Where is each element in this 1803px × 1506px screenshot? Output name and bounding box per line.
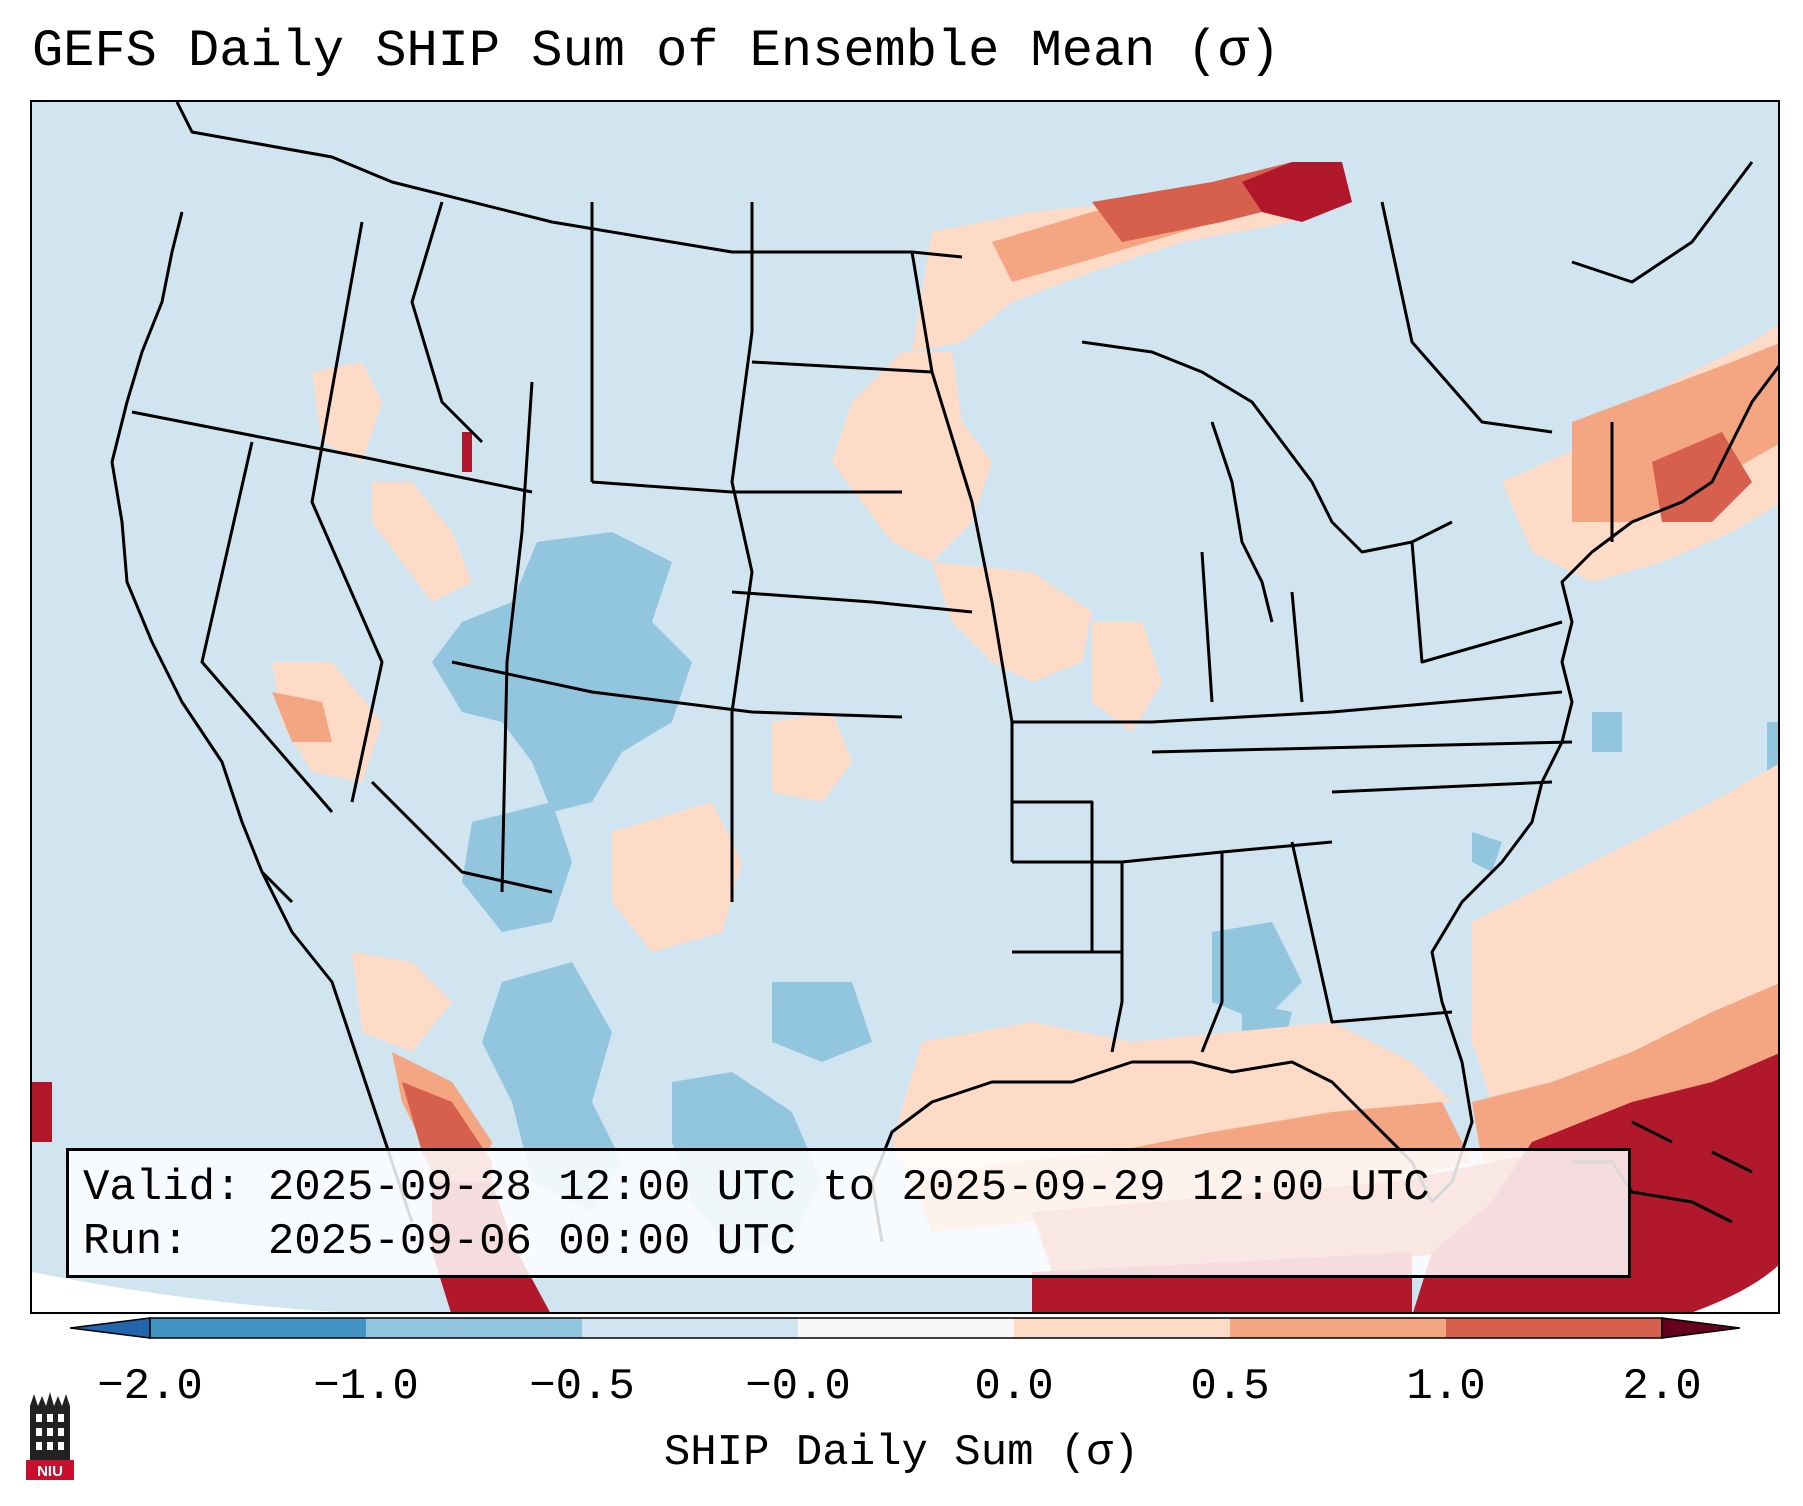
state-line <box>910 251 1014 862</box>
state-line <box>731 590 973 614</box>
colorbar-segment <box>150 1318 366 1338</box>
colorbar-segment <box>1230 1318 1446 1338</box>
canada-east-line <box>1380 201 1553 434</box>
map-svg <box>32 102 1778 1312</box>
state-line <box>1290 591 1304 703</box>
colorbar-tick-label: −0.0 <box>745 1362 851 1412</box>
colorbar-label: SHIP Daily Sum (σ) <box>663 1428 1140 1478</box>
colorbar-tick-label: −2.0 <box>97 1362 203 1412</box>
out-of-domain-area <box>1693 1265 1778 1312</box>
negative-anomaly-areas <box>432 532 1778 1302</box>
colorbar-tick-label: 0.5 <box>1190 1362 1270 1412</box>
state-line <box>370 780 553 894</box>
us-canada-border <box>175 102 963 259</box>
colorbar-tick-label: −1.0 <box>313 1362 419 1412</box>
colorbar-segment <box>1014 1318 1230 1338</box>
colorbar-extend-high <box>1661 1317 1740 1339</box>
colorbar-extend-low <box>70 1317 151 1339</box>
chart-title: GEFS Daily SHIP Sum of Ensemble Mean (σ) <box>32 22 1281 81</box>
state-line <box>200 441 334 813</box>
state-line <box>1151 740 1573 754</box>
bahamas-outline <box>1631 1120 1673 1144</box>
pacific-coastline <box>110 211 294 904</box>
state-line <box>1012 690 1563 724</box>
state-line <box>591 480 902 494</box>
colorbar-segment <box>1446 1318 1662 1338</box>
bahamas-outline <box>1711 1150 1753 1174</box>
state-line <box>1200 551 1214 703</box>
lake-michigan-outline <box>1210 421 1274 623</box>
state-line <box>751 360 933 374</box>
colorbar <box>70 1317 1740 1339</box>
colorbar-segment <box>798 1318 1014 1338</box>
map-panel <box>30 100 1780 1314</box>
state-line <box>1012 840 1333 864</box>
state-line <box>310 221 384 803</box>
colorbar-tick-label: 2.0 <box>1622 1362 1702 1412</box>
out-of-domain-area <box>32 1272 336 1312</box>
niu-logo-banner <box>26 1460 74 1480</box>
atlantic-coastline <box>1430 364 1778 1063</box>
colorbar-ticks: −2.0 −1.0 −0.5 −0.0 0.0 0.5 1.0 2.0 <box>0 1362 1803 1422</box>
colorbar-segment <box>366 1318 582 1338</box>
state-line <box>1410 541 1563 664</box>
state-line <box>1290 841 1453 1024</box>
valid-time-text: Valid: 2025-09-28 12:00 UTC to 2025-09-2… <box>83 1163 1430 1213</box>
state-line <box>1110 862 1124 1053</box>
state-line <box>451 660 903 719</box>
state-line <box>500 381 534 893</box>
run-time-text: Run: 2025-09-06 00:00 UTC <box>83 1217 796 1267</box>
state-line <box>730 202 754 902</box>
state-line <box>1200 852 1224 1053</box>
boundary-lines <box>110 102 1778 1243</box>
colorbar-tick-label: 1.0 <box>1406 1362 1486 1412</box>
colorbar-outline <box>149 1317 1663 1339</box>
colorbar-tick-label: −0.5 <box>529 1362 635 1412</box>
state-line <box>1331 780 1553 794</box>
state-line <box>131 410 533 494</box>
colorbar-tick-label: 0.0 <box>974 1362 1054 1412</box>
niu-logo-text: NIU <box>37 1463 63 1480</box>
niu-logo: NIU <box>26 1392 74 1480</box>
state-line <box>1012 800 1094 952</box>
great-lakes-outline <box>1081 340 1453 554</box>
colorbar-segment <box>582 1318 798 1338</box>
canada-east-line <box>1571 161 1754 284</box>
state-line <box>410 201 484 444</box>
validity-info-box: Valid: 2025-09-28 12:00 UTC to 2025-09-2… <box>66 1148 1631 1278</box>
